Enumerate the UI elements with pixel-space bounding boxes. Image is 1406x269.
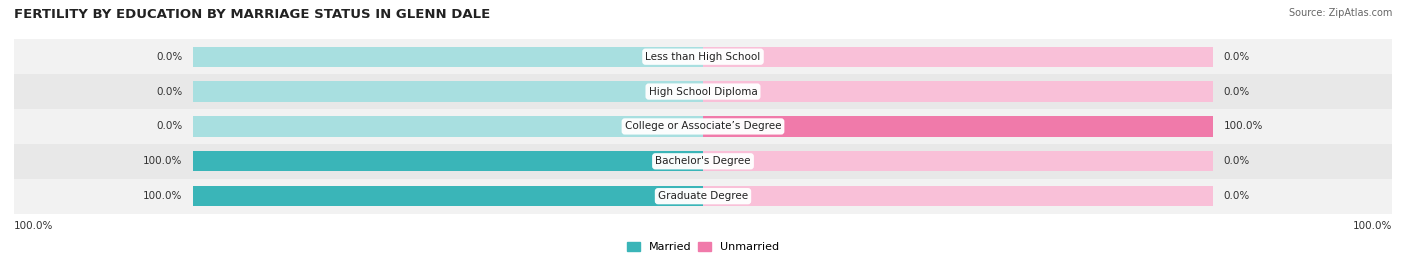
Text: 0.0%: 0.0%: [156, 87, 183, 97]
Bar: [193, 186, 703, 206]
Bar: [703, 116, 1213, 137]
Text: 100.0%: 100.0%: [1223, 121, 1263, 132]
Text: Less than High School: Less than High School: [645, 52, 761, 62]
Bar: [14, 109, 1392, 144]
Bar: [193, 82, 703, 102]
Text: 0.0%: 0.0%: [1223, 87, 1250, 97]
Text: 100.0%: 100.0%: [1353, 221, 1392, 231]
Bar: [193, 116, 703, 137]
Text: Source: ZipAtlas.com: Source: ZipAtlas.com: [1288, 8, 1392, 18]
Text: High School Diploma: High School Diploma: [648, 87, 758, 97]
Text: 0.0%: 0.0%: [156, 121, 183, 132]
Bar: [193, 151, 703, 171]
Bar: [193, 47, 703, 67]
Text: 100.0%: 100.0%: [143, 156, 183, 166]
Text: Bachelor's Degree: Bachelor's Degree: [655, 156, 751, 166]
Bar: [703, 82, 1213, 102]
Text: FERTILITY BY EDUCATION BY MARRIAGE STATUS IN GLENN DALE: FERTILITY BY EDUCATION BY MARRIAGE STATU…: [14, 8, 491, 21]
Bar: [193, 151, 703, 171]
Text: 0.0%: 0.0%: [1223, 156, 1250, 166]
Text: 0.0%: 0.0%: [1223, 191, 1250, 201]
Bar: [703, 47, 1213, 67]
Bar: [193, 186, 703, 206]
Text: Graduate Degree: Graduate Degree: [658, 191, 748, 201]
Bar: [703, 116, 1213, 137]
Bar: [14, 39, 1392, 74]
Legend: Married, Unmarried: Married, Unmarried: [621, 237, 785, 256]
Bar: [703, 151, 1213, 171]
Text: College or Associate’s Degree: College or Associate’s Degree: [624, 121, 782, 132]
Text: 100.0%: 100.0%: [143, 191, 183, 201]
Bar: [703, 186, 1213, 206]
Text: 0.0%: 0.0%: [156, 52, 183, 62]
Bar: [14, 74, 1392, 109]
Bar: [14, 144, 1392, 179]
Text: 0.0%: 0.0%: [1223, 52, 1250, 62]
Bar: [14, 179, 1392, 214]
Text: 100.0%: 100.0%: [14, 221, 53, 231]
